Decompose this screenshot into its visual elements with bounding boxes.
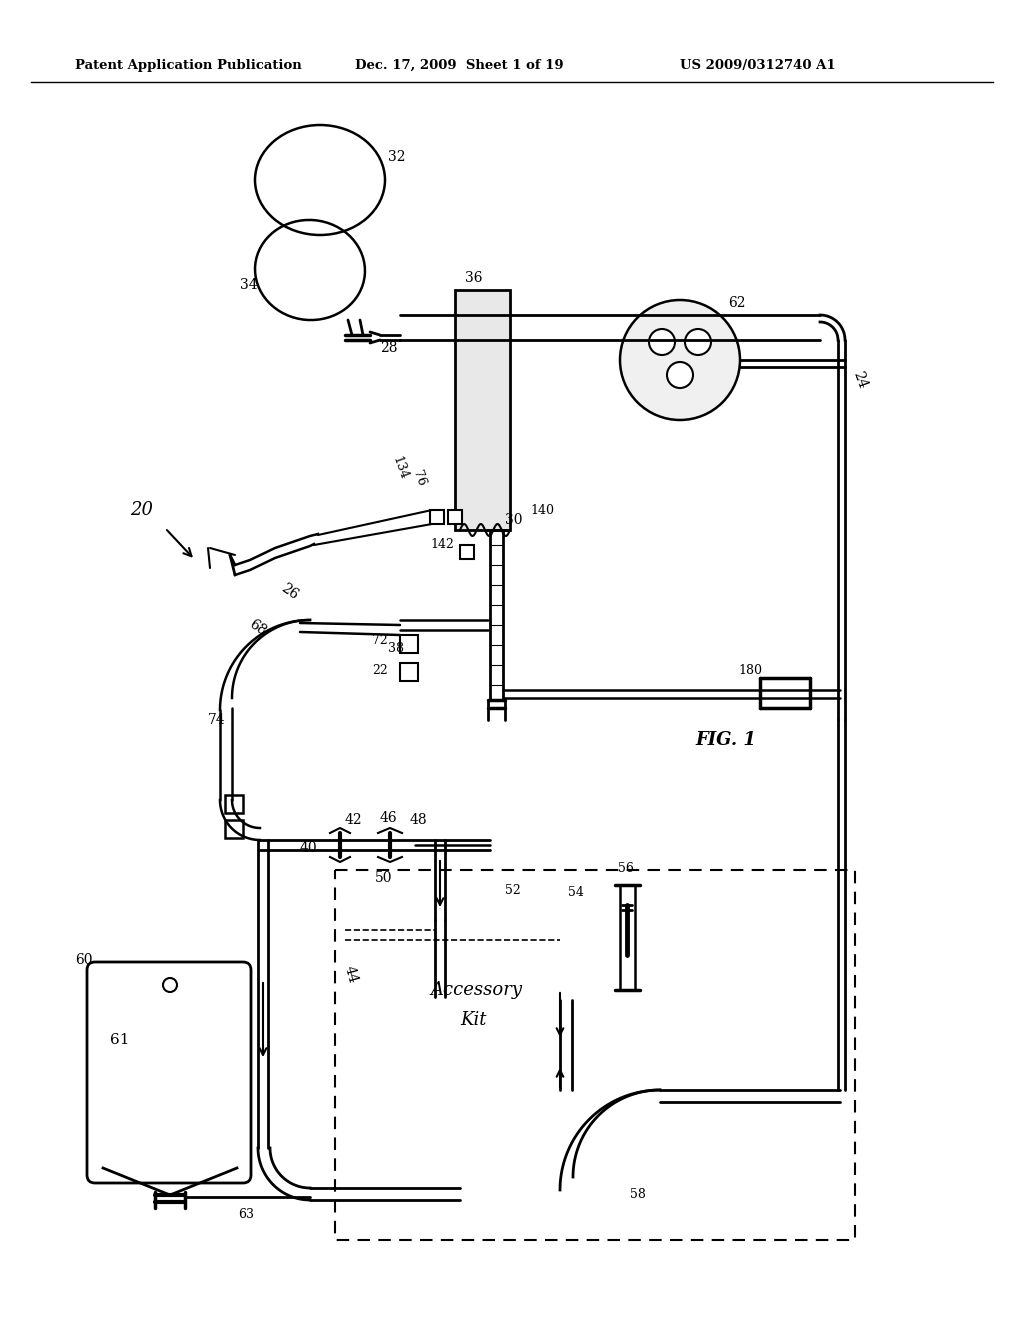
Text: Accessory: Accessory: [430, 981, 522, 999]
Text: 140: 140: [530, 503, 554, 516]
Text: 22: 22: [372, 664, 388, 676]
Text: 30: 30: [505, 513, 522, 527]
Text: 61: 61: [110, 1034, 129, 1047]
Text: Kit: Kit: [460, 1011, 486, 1030]
Text: 42: 42: [345, 813, 362, 828]
Text: 38: 38: [388, 642, 404, 655]
Text: 32: 32: [388, 150, 406, 164]
Circle shape: [620, 300, 740, 420]
Bar: [225, 795, 243, 813]
Text: FIG. 1: FIG. 1: [695, 731, 756, 748]
Text: Patent Application Publication: Patent Application Publication: [75, 58, 302, 71]
Text: 46: 46: [380, 810, 397, 825]
Text: 40: 40: [300, 841, 317, 855]
Text: 134: 134: [390, 454, 411, 482]
Bar: [460, 545, 474, 558]
Text: 58: 58: [630, 1188, 646, 1201]
Text: 20: 20: [130, 502, 153, 519]
Bar: [400, 635, 418, 653]
Text: 142: 142: [430, 539, 454, 552]
Text: 72: 72: [372, 634, 388, 647]
Bar: [455, 290, 510, 531]
Text: 180: 180: [738, 664, 762, 676]
Text: 24: 24: [850, 370, 869, 391]
Text: Dec. 17, 2009  Sheet 1 of 19: Dec. 17, 2009 Sheet 1 of 19: [355, 58, 563, 71]
Text: 26: 26: [278, 581, 300, 603]
Circle shape: [685, 329, 711, 355]
Text: 56: 56: [618, 862, 634, 874]
Bar: [430, 510, 444, 524]
Text: 34: 34: [240, 279, 258, 292]
Text: 54: 54: [568, 887, 584, 899]
Bar: [225, 820, 243, 838]
Text: US 2009/0312740 A1: US 2009/0312740 A1: [680, 58, 836, 71]
Text: 63: 63: [238, 1209, 254, 1221]
Text: 44: 44: [342, 965, 360, 986]
Bar: [335, 870, 855, 1239]
Text: 50: 50: [375, 871, 392, 884]
Bar: [449, 510, 462, 524]
Text: 28: 28: [380, 341, 397, 355]
Bar: [400, 663, 418, 681]
Text: 76: 76: [410, 469, 428, 487]
Text: 74: 74: [208, 713, 225, 727]
Text: 52: 52: [505, 883, 521, 896]
Text: 60: 60: [75, 953, 92, 968]
Text: 62: 62: [728, 296, 745, 310]
Circle shape: [649, 329, 675, 355]
Text: 36: 36: [465, 271, 482, 285]
Text: 48: 48: [410, 813, 428, 828]
Text: 68: 68: [246, 618, 268, 639]
Circle shape: [667, 362, 693, 388]
